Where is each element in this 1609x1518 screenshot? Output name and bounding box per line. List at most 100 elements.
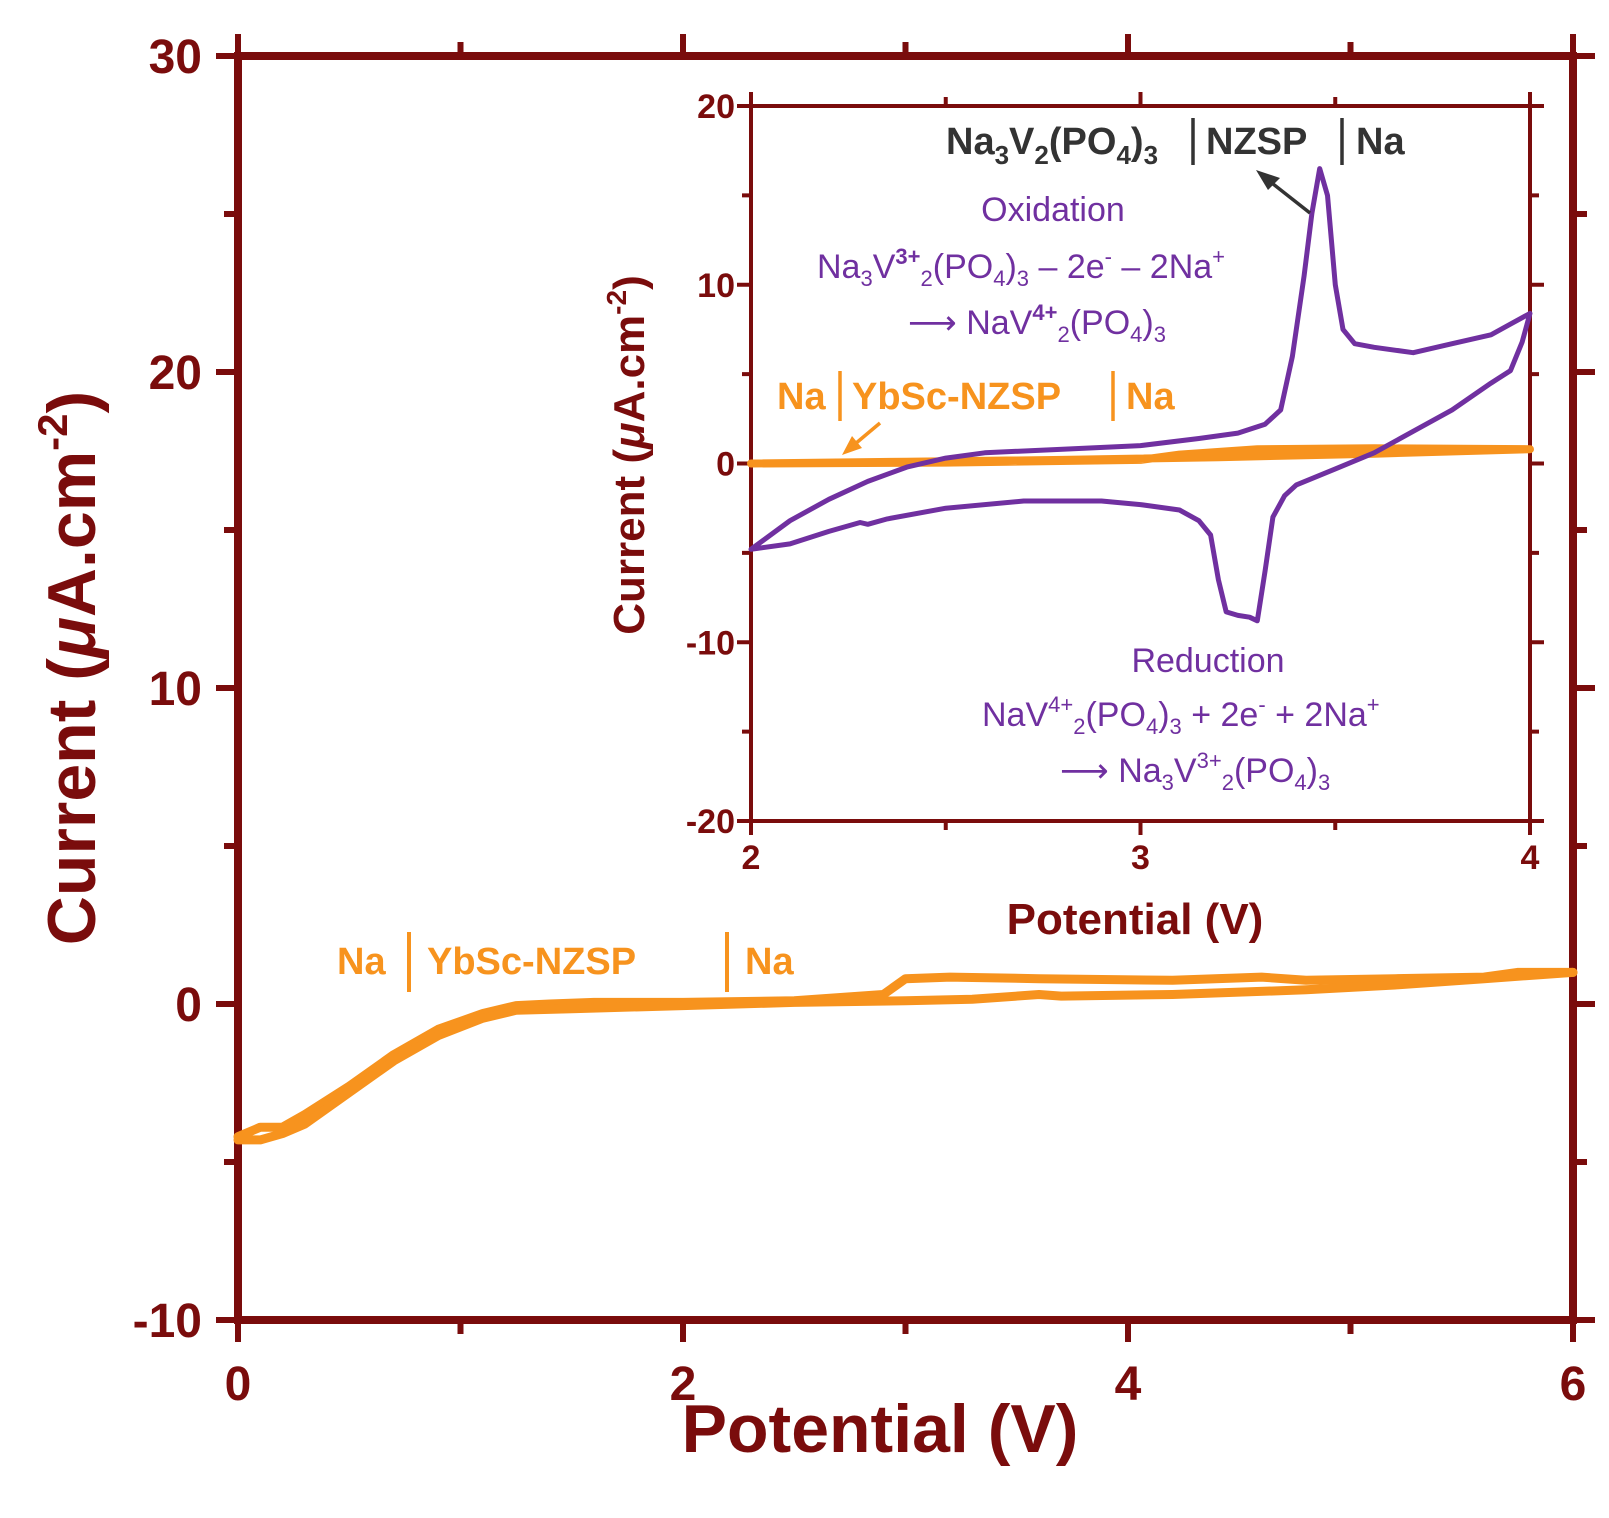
inset-y-title-mu: μ (605, 422, 654, 451)
inset-series-line-1 (747, 444, 1534, 468)
nvp-po: (PO (1049, 121, 1117, 163)
ox2-s4: 4 (1130, 322, 1142, 347)
ox2-close: ) (1142, 304, 1153, 342)
main-ytick-label: 30 (149, 31, 202, 84)
inset-series-line-0 (748, 166, 1533, 624)
inset-series-group (747, 166, 1534, 624)
main-orange-label-right: Na (745, 941, 794, 983)
nvp-sub2: 2 (1034, 140, 1048, 170)
svg-text:Na3V2(PO4)3: Na3V2(PO4)3 (946, 121, 1158, 170)
red2-arrow: ⟶ (1060, 752, 1118, 790)
ox1-s3: 3 (860, 266, 872, 291)
reduction-equation-line1: NaV4+2(PO4)3 + 2e- + 2Na+ (982, 692, 1380, 739)
inset-y-title-exp: -2 (601, 290, 632, 315)
ox1-esup: - (1105, 244, 1112, 269)
red1-po: (PO (1085, 696, 1145, 734)
main-orange-label: Na YbSc-NZSP Na (337, 932, 794, 992)
ox2-po: (PO (1070, 304, 1130, 342)
oxidation-equation-line1: Na3V3+2(PO4)3 – 2e- – 2Na+ (817, 244, 1225, 291)
ox2-na: NaV (966, 304, 1032, 342)
inset-orange-left: Na (777, 376, 826, 418)
ox1-nasup: + (1212, 244, 1225, 269)
inset-y-title-prefix: Current ( (605, 449, 654, 635)
ox1-s2: 2 (921, 266, 933, 291)
svg-text:Na: Na (1356, 121, 1405, 163)
nvp-sub3: 3 (995, 140, 1009, 170)
main-orange-label-left: Na (337, 941, 386, 983)
inset-xtick-label: 3 (1131, 839, 1150, 877)
red2-na: Na (1118, 752, 1162, 790)
oxidation-title: Oxidation (981, 191, 1125, 229)
main-ytick-label: 20 (149, 347, 202, 400)
inset-orange-label: Na YbSc-NZSP Na (777, 371, 1175, 421)
ox1-s4: 4 (993, 266, 1005, 291)
main-y-title-unit: A.cm (34, 451, 110, 617)
red1-s4: 4 (1146, 714, 1158, 739)
nvp-arrow (1256, 170, 1312, 215)
red2-sup: 3+ (1197, 748, 1222, 773)
oxidation-equation-line2: ⟶ NaV4+2(PO4)3 (908, 300, 1166, 347)
main-series-line-1 (233, 967, 1578, 1145)
red1-na: NaV (982, 696, 1048, 734)
red2-s4: 4 (1294, 770, 1306, 795)
red2-close: ) (1307, 752, 1318, 790)
nvp-v: V (1009, 121, 1035, 163)
main-y-title-mu: μ (34, 617, 110, 660)
ox2-s2: 2 (1057, 322, 1069, 347)
inset-orange-right: Na (1126, 376, 1175, 418)
red1-close: ) (1158, 696, 1169, 734)
red2-s2: 2 (1222, 770, 1234, 795)
ox1-rest: – 2e (1029, 248, 1105, 286)
main-xtick-label: 4 (1115, 1358, 1142, 1411)
inset-ytick-label: 10 (697, 267, 735, 305)
red1-nasup: + (1367, 692, 1380, 717)
inset-orange-middle: YbSc-NZSP (852, 376, 1061, 418)
inset-y-title-unit: A.cm (605, 315, 654, 423)
inset-ytick-label: 20 (697, 88, 735, 126)
main-y-title-exp: -2 (29, 413, 76, 450)
ox1-sup: 3+ (895, 244, 920, 269)
ox2-arrow: ⟶ (908, 304, 966, 342)
inset-nvp-label: Na3V2(PO4)3 NZSP Na (946, 118, 1405, 170)
svg-text:YbSc-NZSP: YbSc-NZSP (852, 376, 1061, 418)
red2-s3b: 3 (1318, 770, 1330, 795)
inset-y-axis-title: Current (μA.cm-2) (601, 275, 654, 634)
nvp-na: Na (946, 121, 995, 163)
main-ytick-label: 10 (149, 663, 202, 716)
svg-text:NZSP: NZSP (1206, 121, 1307, 163)
svg-text:Na: Na (337, 941, 386, 983)
ox1-close: ) (1005, 248, 1016, 286)
red2-po: (PO (1234, 752, 1294, 790)
main-xtick-label: 0 (225, 1358, 252, 1411)
red1-sup: 4+ (1048, 692, 1073, 717)
ox1-s3b: 3 (1017, 266, 1029, 291)
inset-ytick-label: -10 (686, 624, 735, 662)
main-y-title-prefix: Current ( (34, 658, 110, 945)
nvp-nzsp: NZSP (1206, 121, 1307, 163)
svg-text:YbSc-NZSP: YbSc-NZSP (427, 941, 636, 983)
inset-xtick-label: 4 (1521, 839, 1540, 877)
ox2-s3: 3 (1154, 322, 1166, 347)
red1-esup: - (1258, 692, 1265, 717)
reduction-equation-line2: ⟶ Na3V3+2(PO4)3 (1060, 748, 1330, 795)
ox2-sup: 4+ (1032, 300, 1057, 325)
main-ytick-label: -10 (133, 1295, 202, 1348)
inset-xtick-label: 2 (742, 839, 761, 877)
reduction-title: Reduction (1131, 642, 1284, 680)
inset-ytick-label: -20 (686, 803, 735, 841)
red2-v: V (1174, 752, 1197, 790)
red2-s3: 3 (1162, 770, 1174, 795)
main-x-axis-title: Potential (V) (682, 1391, 1079, 1467)
nvp-close: ) (1131, 121, 1144, 163)
nvp-sub3b: 3 (1144, 140, 1158, 170)
nvp-na-end: Na (1356, 121, 1405, 163)
main-ytick-label: 0 (175, 979, 202, 1032)
main-orange-label-middle: YbSc-NZSP (427, 941, 636, 983)
svg-text:Na: Na (745, 941, 794, 983)
svg-text:Na: Na (1126, 376, 1175, 418)
red1-s3: 3 (1170, 714, 1182, 739)
ox1-v: V (873, 248, 896, 286)
